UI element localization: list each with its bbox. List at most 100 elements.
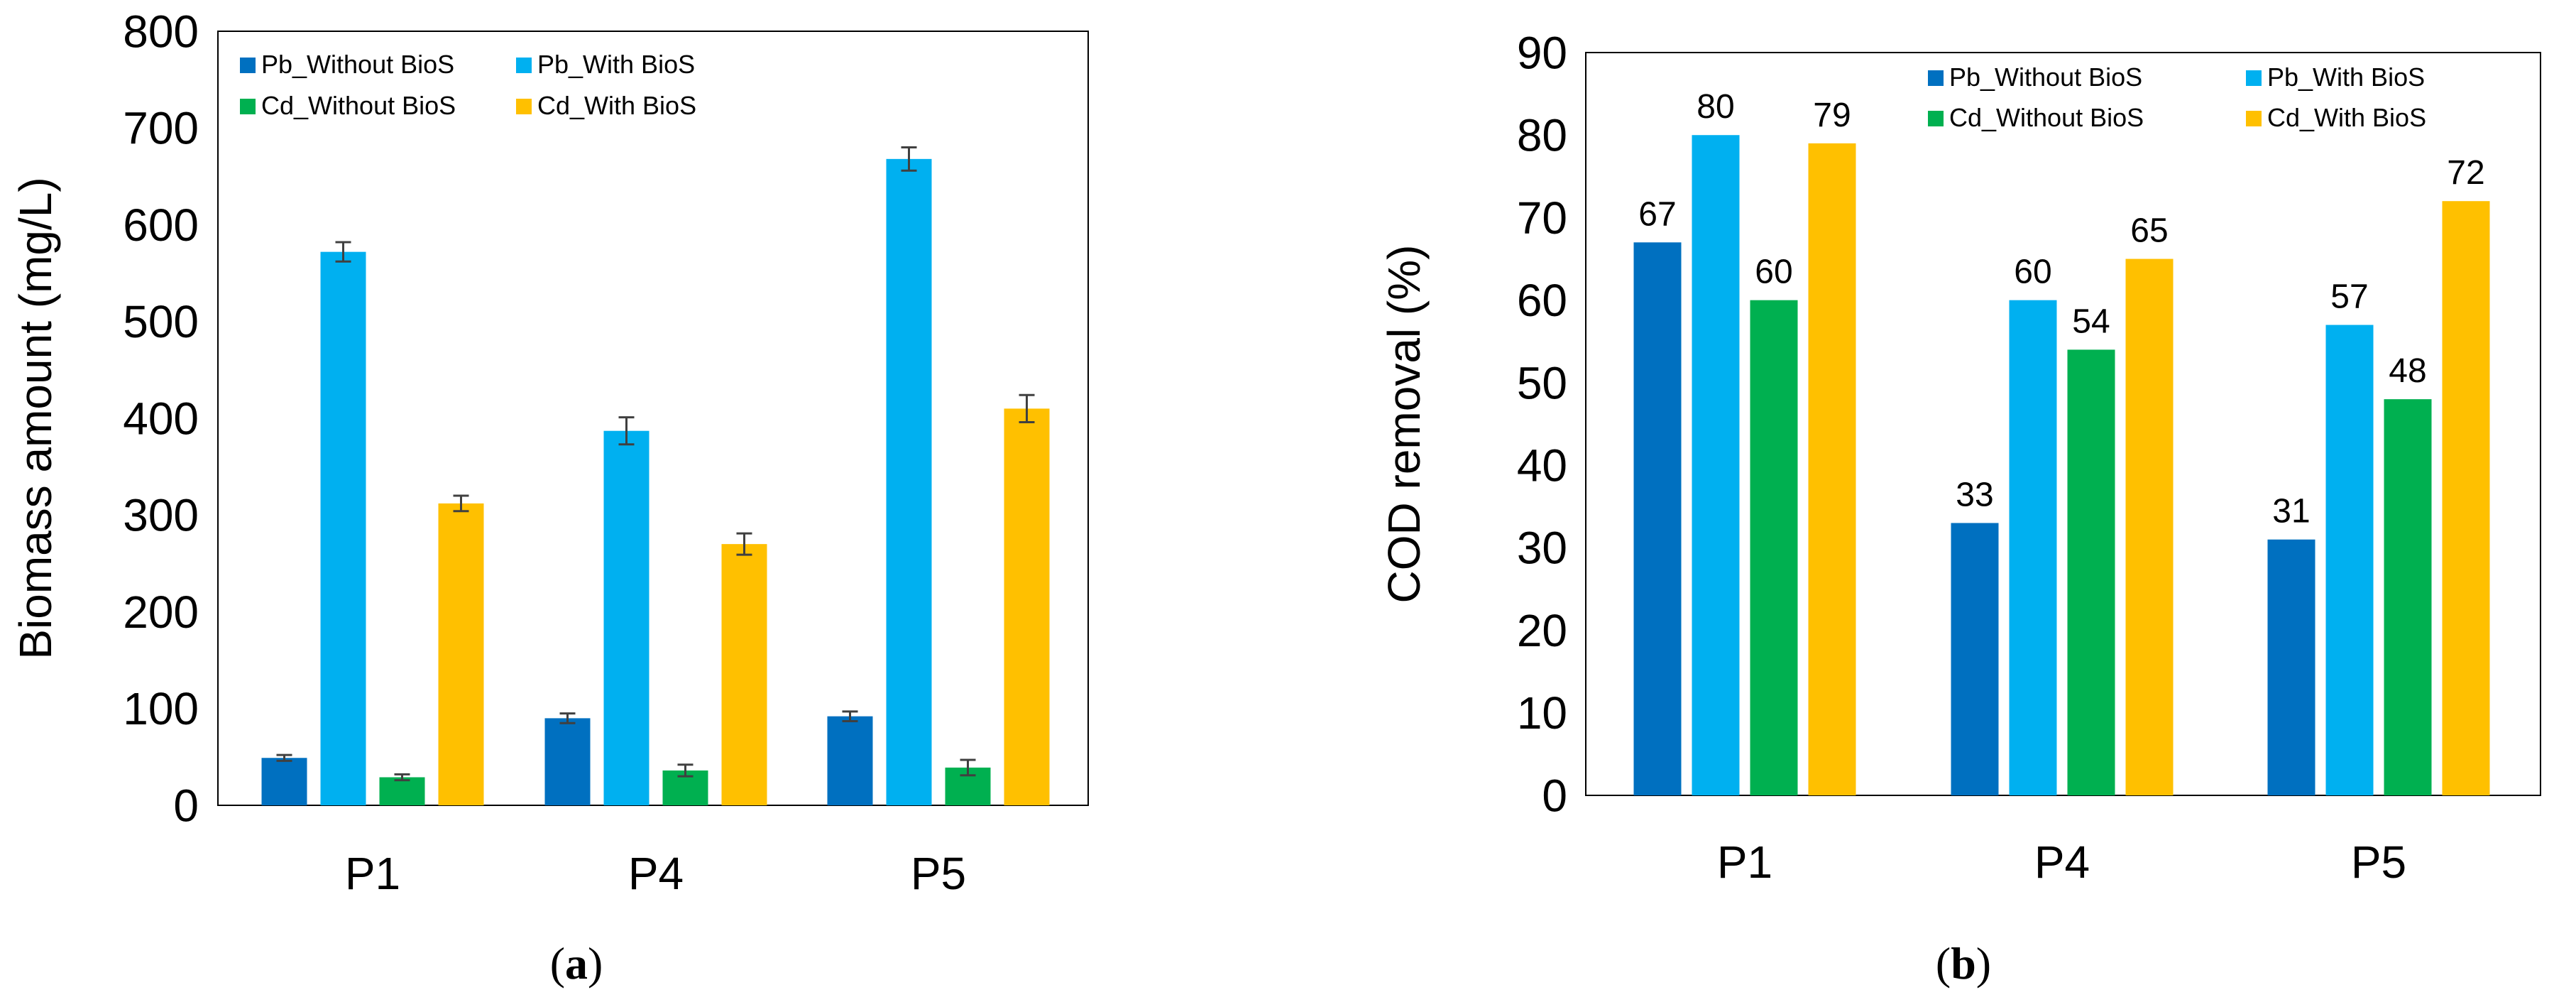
- data-label: 60: [2014, 254, 2051, 291]
- legend-item: Pb_With BioS: [2246, 62, 2425, 92]
- chart-b-plot-area: [1585, 52, 2541, 796]
- legend-item: Cd_Without BioS: [240, 91, 456, 120]
- bar: [1808, 143, 1856, 795]
- bar: [2267, 539, 2315, 795]
- chart-a-y-axis-label: Biomass amount (mg/L): [10, 177, 61, 659]
- legend-label: Pb_Without BioS: [261, 50, 454, 79]
- legend-swatch: [1928, 111, 1944, 126]
- legend-label: Cd_Without BioS: [1949, 103, 2144, 132]
- bar: [2442, 201, 2490, 795]
- y-tick-label: 700: [123, 103, 199, 154]
- error-bar: [736, 532, 752, 556]
- bar: [2384, 399, 2432, 795]
- legend-swatch: [240, 99, 256, 114]
- legend-swatch: [2246, 111, 2262, 126]
- x-category-label: P1: [1717, 837, 1772, 888]
- x-category-label: P5: [911, 848, 966, 899]
- data-label: 57: [2330, 278, 2368, 316]
- y-tick-label: 10: [1517, 687, 1567, 739]
- y-tick-label: 50: [1517, 357, 1567, 408]
- bar: [2009, 300, 2057, 796]
- error-bar: [394, 773, 410, 782]
- bar: [2325, 325, 2374, 795]
- chart-a-biomass: 0 100 200 300 400 500 600 700 800 P1 P4 P5 Pb_With…: [10, 6, 1089, 989]
- chart-b-x-ticks: P1 P4 P5: [1717, 837, 2406, 888]
- error-bar: [901, 146, 917, 172]
- chart-a-legend: Pb_Without BioS Pb_With BioS Cd_Without Bi…: [240, 50, 696, 120]
- bar: [721, 544, 767, 805]
- y-tick-label: 30: [1517, 523, 1567, 574]
- legend-swatch: [240, 58, 256, 73]
- bar: [379, 777, 425, 805]
- bar: [544, 718, 591, 805]
- chart-a-x-ticks: P1 P4 P5: [345, 848, 966, 899]
- legend-label: Cd_With BioS: [2267, 103, 2426, 132]
- error-bar: [842, 710, 858, 722]
- y-tick-label: 0: [173, 780, 199, 831]
- chart-b-cod-removal: 0 10 20 30 40 50 60 70 80 90 67 33 31 80 60 57 60 54 48 79…: [1379, 27, 2541, 989]
- y-tick-label: 20: [1517, 605, 1567, 656]
- y-tick-label: 90: [1517, 27, 1567, 78]
- chart-b-y-axis-label: COD removal (%): [1379, 245, 1430, 604]
- legend-item: Pb_With BioS: [516, 50, 695, 79]
- legend-swatch: [516, 99, 532, 114]
- legend-item: Cd_With BioS: [2246, 103, 2426, 132]
- chart-a-y-ticks: 0 100 200 300 400 500 600 700 800: [123, 6, 199, 831]
- bar: [886, 158, 932, 806]
- data-label: 31: [2272, 493, 2310, 530]
- chart-b-y-ticks: 0 10 20 30 40 50 60 70 80 90: [1517, 27, 1567, 821]
- legend-swatch: [2246, 70, 2262, 86]
- data-label: 60: [1755, 254, 1792, 291]
- legend-label: Pb_With BioS: [2267, 62, 2425, 92]
- chart-a-panel-letter: a: [565, 938, 588, 989]
- y-tick-label: 300: [123, 490, 199, 541]
- data-label: 79: [1813, 97, 1851, 134]
- error-bar: [453, 494, 469, 513]
- y-tick-label: 40: [1517, 440, 1567, 491]
- legend-label: Cd_Without BioS: [261, 91, 456, 120]
- y-tick-label: 500: [123, 296, 199, 347]
- legend-item: Cd_With BioS: [516, 91, 696, 120]
- error-bar: [618, 416, 635, 446]
- legend-swatch: [516, 58, 532, 73]
- legend-label: Pb_With BioS: [537, 50, 695, 79]
- error-bar: [276, 753, 292, 762]
- legend-swatch: [1928, 70, 1944, 86]
- bar: [1004, 408, 1050, 805]
- chart-b-panel-letter: b: [1951, 938, 1976, 989]
- chart-a-error-bars: [276, 146, 1035, 782]
- y-tick-label: 100: [123, 683, 199, 734]
- chart-b-panel-caption: (b): [1936, 938, 1991, 989]
- bar: [2125, 258, 2174, 795]
- error-bar: [1019, 393, 1035, 423]
- chart-b-bars: [1633, 135, 2490, 796]
- x-category-label: P1: [345, 848, 400, 899]
- data-label: 80: [1697, 88, 1734, 126]
- x-category-label: P4: [2034, 837, 2090, 888]
- data-label: 67: [1638, 195, 1676, 233]
- legend-item: Pb_Without BioS: [1928, 62, 2142, 92]
- legend-item: Cd_Without BioS: [1928, 103, 2144, 132]
- y-tick-label: 80: [1517, 110, 1567, 161]
- chart-a-bars: [261, 158, 1050, 806]
- y-tick-label: 200: [123, 587, 199, 638]
- y-tick-label: 400: [123, 393, 199, 444]
- chart-a-panel-caption: (a): [550, 938, 603, 989]
- error-bar: [960, 758, 976, 777]
- legend-item: Pb_Without BioS: [240, 50, 454, 79]
- error-bar: [559, 712, 576, 724]
- chart-b-legend: Pb_Without BioS Pb_With BioS Cd_Without Bi…: [1928, 62, 2426, 132]
- data-label: 33: [1956, 476, 1993, 513]
- x-category-label: P4: [628, 848, 684, 899]
- bar: [438, 503, 484, 805]
- y-tick-label: 60: [1517, 275, 1567, 326]
- bar: [2067, 349, 2115, 795]
- bar: [1750, 300, 1798, 796]
- bar: [603, 430, 650, 805]
- bar: [1633, 242, 1682, 795]
- legend-label: Pb_Without BioS: [1949, 62, 2142, 92]
- y-tick-label: 800: [123, 6, 199, 57]
- bar: [1951, 523, 1999, 795]
- y-tick-label: 0: [1542, 770, 1567, 821]
